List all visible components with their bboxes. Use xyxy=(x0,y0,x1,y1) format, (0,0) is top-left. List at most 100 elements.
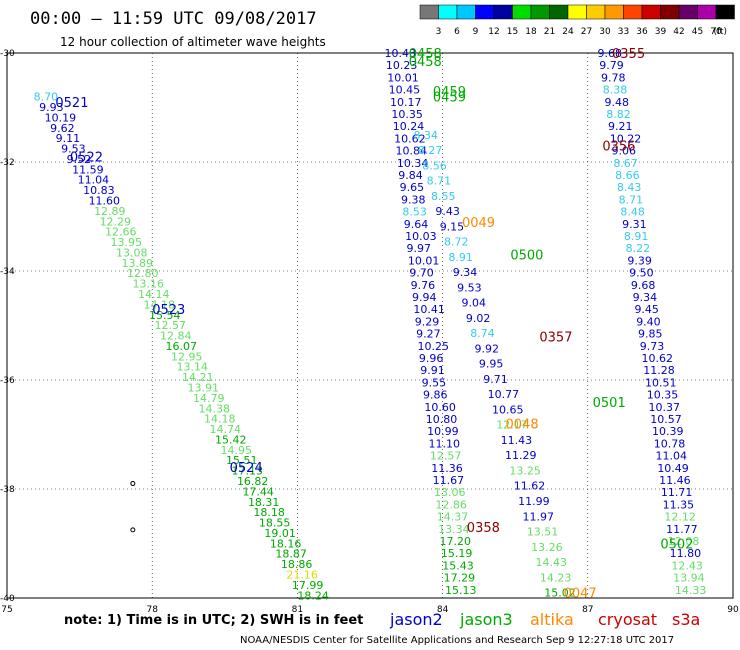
wave-height-label: 14.18 xyxy=(204,413,236,426)
wave-height-label: 12.08 xyxy=(668,535,700,548)
wave-height-label: 9.55 xyxy=(422,376,447,389)
wave-height-label: 10.01 xyxy=(408,254,440,267)
chart-subtitle: 12 hour collection of altimeter wave hei… xyxy=(60,35,326,49)
pass-time-label: 0521 xyxy=(55,96,88,111)
wave-height-label: 10.17 xyxy=(390,96,422,109)
pass-time-label: 0502 xyxy=(660,538,693,553)
wave-height-label: 9.97 xyxy=(407,242,432,255)
wave-height-label: 11.29 xyxy=(505,449,537,462)
track: 9.689.799.788.389.488.829.2110.229.068.6… xyxy=(597,47,706,597)
wave-height-label: 10.77 xyxy=(488,388,520,401)
wave-height-label: 11.35 xyxy=(663,498,695,511)
wave-height-label: 11.43 xyxy=(501,434,533,447)
wave-height-label: 9.48 xyxy=(605,96,630,109)
wave-height-label: 18.24 xyxy=(297,589,329,602)
wave-height-label: 10.78 xyxy=(654,437,686,450)
wave-height-label: 9.27 xyxy=(416,328,441,341)
legend-item-altika: altika xyxy=(530,610,574,629)
track: 10.4310.2310.0110.4510.1710.3510.2410.62… xyxy=(385,47,477,597)
track: 8.709.9310.199.629.119.539.5211.5911.041… xyxy=(34,91,329,603)
colorbar-swatch xyxy=(456,4,476,20)
colorbar-swatch xyxy=(660,4,680,20)
y-tick-label: -36 xyxy=(0,376,15,386)
wave-height-label: 18.86 xyxy=(281,558,313,571)
satellite-legend: jason2 jason3 altika cryosat s3a xyxy=(389,610,700,629)
colorbar-swatch xyxy=(586,4,606,20)
wave-height-label: 11.59 xyxy=(72,163,104,176)
wave-height-label: 9.52 xyxy=(67,153,92,166)
wave-height-label: 8.66 xyxy=(615,169,640,182)
wave-height-label: 14.38 xyxy=(198,402,230,415)
pass-time-label: 0047 xyxy=(564,587,597,602)
wave-height-label: 12.17 xyxy=(496,419,527,432)
plot-frame xyxy=(6,52,734,599)
wave-height-label: 8.53 xyxy=(402,206,427,219)
wave-height-label: 9.31 xyxy=(622,218,647,231)
colorbar: 3 6 9 12 15 18 21 24 27 30 33 36 39 42 45 70 (ft) xyxy=(419,4,735,37)
wave-height-label: 10.60 xyxy=(424,401,456,414)
wave-height-label: 8.70 xyxy=(34,91,59,104)
wave-height-label: 15.54 xyxy=(149,309,181,322)
wave-height-label: 13.08 xyxy=(116,246,147,259)
wave-height-label: 9.78 xyxy=(601,71,626,84)
wave-height-label: 10.25 xyxy=(418,340,450,353)
y-tick-label: -34 xyxy=(0,267,15,277)
y-tick-label: -38 xyxy=(0,485,15,495)
wave-height-label: 10.35 xyxy=(391,108,423,121)
wave-height-label: 13.94 xyxy=(673,572,705,585)
wave-height-label: 11.60 xyxy=(89,194,121,207)
pass-time-label: 0522 xyxy=(70,151,103,166)
wave-height-label: 8.56 xyxy=(422,159,447,172)
small-mark xyxy=(130,481,136,487)
satellite-tracks: 8.709.9310.199.629.119.539.5211.5911.041… xyxy=(34,47,707,602)
pass-time-label: 0048 xyxy=(506,418,539,433)
wave-height-label: 12.12 xyxy=(664,511,696,524)
x-tick-label: 75 xyxy=(1,605,12,615)
wave-height-label: 12.84 xyxy=(160,330,192,343)
wave-height-label: 9.29 xyxy=(415,315,440,328)
footer-note: note: 1) Time is in UTC; 2) SWH is in fe… xyxy=(64,613,363,628)
chart-title: 00:00 – 11:59 UTC 09/08/2017 xyxy=(30,9,317,29)
wave-height-label: 9.11 xyxy=(56,132,81,145)
x-tick-label: 78 xyxy=(146,605,158,615)
wave-height-label: 9.93 xyxy=(39,101,64,114)
wave-height-label: 8.71 xyxy=(619,193,644,206)
wave-height-label: 12.80 xyxy=(127,267,159,280)
wave-height-label: 12.57 xyxy=(430,450,462,463)
wave-height-label: 11.62 xyxy=(514,480,546,493)
wave-height-label: 18.87 xyxy=(275,548,307,561)
colorbar-ticks: 3 6 9 12 15 18 21 24 27 30 33 36 39 42 45 70 xyxy=(436,27,722,37)
wave-height-label: 9.50 xyxy=(629,267,654,280)
gridlines xyxy=(6,52,734,599)
colorbar-swatch xyxy=(530,4,550,20)
wave-height-label: 9.21 xyxy=(608,120,633,133)
pass-time-label: 0524 xyxy=(230,461,263,476)
wave-height-label: 10.39 xyxy=(652,425,684,438)
pass-time-label: 0358 xyxy=(467,521,500,536)
y-tick-label: -32 xyxy=(0,158,15,168)
colorbar-swatch xyxy=(715,4,735,20)
wave-height-label: 8.43 xyxy=(617,181,642,194)
wave-height-label: 8.38 xyxy=(603,84,628,97)
pass-time-label: 0459 xyxy=(433,85,466,100)
colorbar-tick-label: 36 xyxy=(636,27,648,37)
colorbar-swatches xyxy=(419,4,735,20)
wave-height-label: 14.74 xyxy=(209,423,241,436)
wave-height-label: 14.79 xyxy=(193,392,225,405)
wave-height-label: 10.37 xyxy=(649,401,681,414)
wave-height-label: 9.71 xyxy=(483,373,508,386)
wave-height-label: 17.99 xyxy=(292,579,324,592)
wave-height-label: 10.83 xyxy=(83,184,115,197)
wave-height-label: 13.34 xyxy=(438,523,470,536)
colorbar-swatch xyxy=(438,4,458,20)
wave-height-label: 9.43 xyxy=(435,205,460,218)
wave-height-label: 11.04 xyxy=(78,174,110,187)
colorbar-tick-label: 18 xyxy=(525,27,537,37)
wave-height-label: 14.33 xyxy=(675,584,707,597)
wave-height-label: 9.64 xyxy=(404,218,429,231)
wave-height-label: 9.94 xyxy=(412,291,437,304)
wave-height-label: 10.35 xyxy=(647,389,679,402)
wave-height-label: 17.44 xyxy=(242,485,274,498)
